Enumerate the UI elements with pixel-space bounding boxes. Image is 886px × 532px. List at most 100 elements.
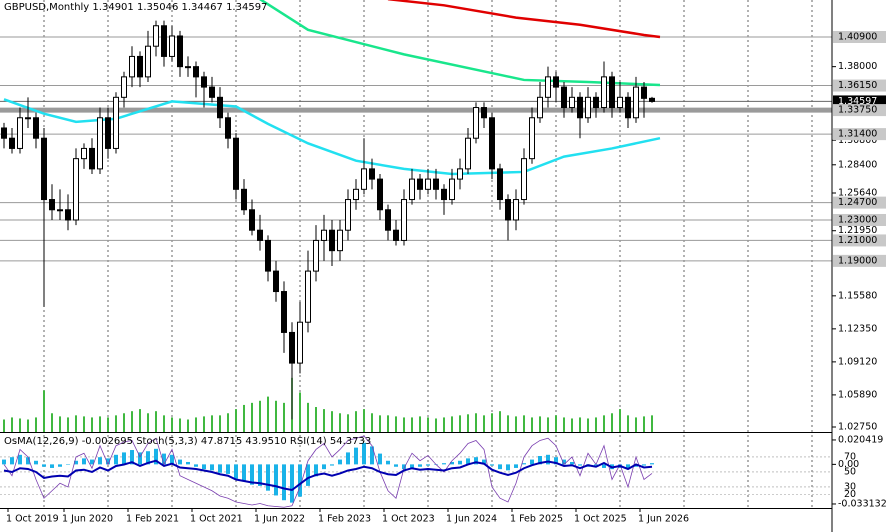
x-tick-label: 1 Oct 2021 [190, 514, 243, 525]
level-box [833, 234, 886, 247]
high: 1.35046 [137, 2, 178, 13]
level-label: 1.19000 [838, 255, 877, 266]
candle-body [617, 96, 623, 109]
x-tick-label: 1 Oct 2025 [574, 514, 627, 525]
osma-bar [234, 464, 238, 479]
osma-bar [290, 464, 294, 503]
osma-bar [474, 457, 478, 465]
osma-bar [298, 464, 302, 497]
osma-bar [322, 464, 326, 470]
candle-body [545, 76, 551, 98]
osma-bar [546, 454, 550, 465]
candle-body [593, 96, 599, 109]
osma-bar [306, 464, 310, 486]
osma-bar [122, 452, 126, 465]
osma-bar [42, 464, 46, 467]
candle-body [561, 86, 567, 109]
osma-bar [90, 459, 94, 465]
osma-bar [282, 464, 286, 501]
candle-body [505, 199, 511, 221]
osma-bar [410, 464, 414, 468]
osma-bar [242, 464, 246, 482]
x-tick-label: 1 Oct 2019 [6, 514, 59, 525]
osma-bar [578, 464, 582, 466]
osma-bar [370, 446, 374, 465]
candle-body [209, 86, 215, 98]
osma-bar [482, 459, 486, 465]
candle-body [265, 239, 271, 272]
candle-body [97, 117, 103, 170]
stoch-line [3, 435, 653, 508]
level-label: 1.40900 [838, 32, 877, 43]
candle-body [57, 209, 63, 212]
candle-body [353, 188, 359, 201]
grid [0, 0, 832, 508]
candle-body [193, 66, 199, 78]
osma-bar [626, 464, 630, 470]
osc-tick-label: 20 [844, 489, 856, 500]
indicator-pane [0, 435, 832, 508]
candle-body [457, 168, 463, 180]
candle-body [385, 209, 391, 231]
osma-bar [450, 461, 454, 465]
candle-body [233, 137, 239, 190]
y-tick-label: 1.28400 [838, 159, 877, 170]
level-box [833, 196, 886, 209]
osma-bar [178, 459, 182, 465]
osma-bar [538, 455, 542, 465]
candle-body [473, 107, 479, 139]
osma-bar [642, 464, 646, 466]
open: 1.34901 [92, 2, 133, 13]
level-label: 1.21000 [838, 235, 877, 246]
candle-body [225, 117, 231, 139]
level-label: 1.31400 [838, 129, 877, 140]
osma-bar [514, 464, 518, 468]
y-tick-label: 1.15580 [838, 290, 877, 301]
osma-bar [98, 457, 102, 465]
osma-bar [2, 459, 6, 465]
candle-body [113, 96, 119, 149]
candle-body [409, 178, 415, 201]
candle-body [601, 76, 607, 109]
osma-tick-label: -0.033132 [838, 498, 886, 509]
osma-bar [258, 464, 262, 486]
level-box [833, 79, 886, 92]
osma-bar [106, 458, 110, 465]
osma-bar [490, 464, 494, 466]
axes: 1.38000 1.30800 1.28400 1.25640 1.21950 1.155… [6, 31, 886, 525]
osma-bar [426, 464, 430, 466]
candle-body [145, 45, 151, 78]
y-tick-label: 1.12350 [838, 323, 877, 334]
candle-body [433, 178, 439, 190]
y-tick-label: 1.38000 [838, 61, 877, 72]
candle-body [537, 96, 543, 119]
candle-body [497, 168, 503, 201]
candle-body [489, 117, 495, 170]
osma-bar [314, 464, 318, 477]
level-box [833, 31, 886, 44]
x-tick-label: 1 Oct 2023 [382, 514, 435, 525]
candle-body [465, 137, 471, 170]
osma-bar [58, 464, 62, 467]
chart-header: GBPUSD,Monthly 1.34901 1.35046 1.34467 1… [4, 2, 267, 13]
candle-body [105, 117, 111, 149]
candle-body [377, 178, 383, 211]
candle-body [281, 291, 287, 333]
osma-bar [82, 458, 86, 465]
osma-bar [394, 464, 398, 467]
osma-bar [66, 464, 70, 465]
candle-body [481, 107, 487, 119]
candle-body [153, 25, 159, 47]
osma-bar [386, 460, 390, 465]
osma-bar [18, 454, 22, 465]
osma-bar [274, 464, 278, 496]
y-tick-label: 1.30800 [838, 135, 877, 146]
symbol: GBPUSD,Monthly [4, 2, 89, 13]
osma-bar [186, 461, 190, 465]
candle-body [33, 117, 39, 139]
x-tick-label: 1 Feb 2021 [126, 514, 179, 525]
osma-bar [602, 464, 606, 468]
x-tick-label: 1 Jun 2026 [638, 514, 689, 525]
candle-body [289, 331, 295, 364]
